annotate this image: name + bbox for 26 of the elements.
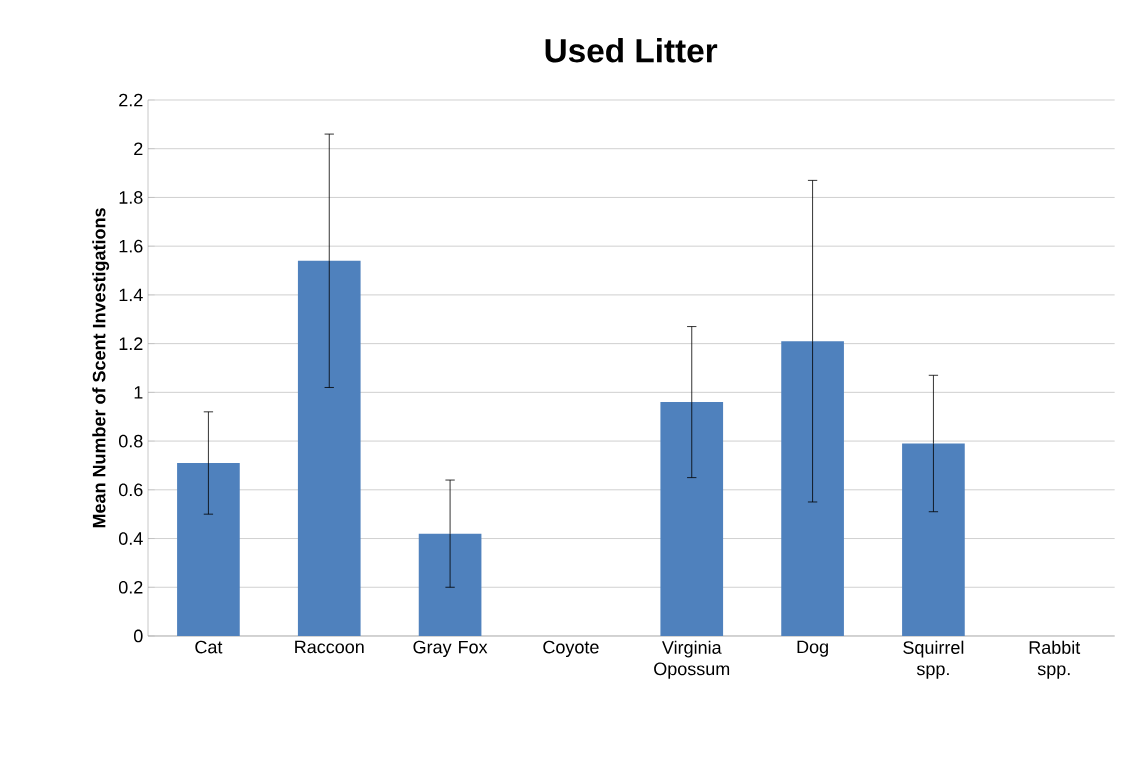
x-tick-label: Coyote — [543, 640, 599, 658]
x-tick-label: Gray Fox — [413, 640, 488, 658]
bar — [177, 463, 240, 636]
y-axis-title: Mean Number of Scent Investigations — [92, 208, 110, 528]
x-tick-label: Rabbit spp. — [1029, 640, 1081, 679]
x-tick-label: Virginia Opossum — [654, 640, 730, 679]
y-tick-label: 0 — [133, 629, 143, 643]
y-tick-label: 0.4 — [118, 532, 143, 545]
bar — [660, 402, 724, 636]
x-tick-label: Cat — [195, 640, 223, 654]
bar — [902, 443, 965, 636]
y-tick-label: 0.8 — [118, 434, 143, 448]
y-tick-label: 1 — [134, 386, 143, 399]
y-tick-label: 1.4 — [119, 288, 143, 302]
x-tick-label: Dog — [797, 640, 828, 657]
y-tick-label: 0.6 — [118, 483, 143, 497]
y-tick-label: 1.6 — [119, 239, 143, 253]
x-tick-label: Squirrel spp. — [903, 640, 964, 679]
y-tick-label: 1.8 — [119, 191, 143, 204]
y-tick-label: 0.2 — [118, 580, 143, 594]
x-tick-label: Raccoon — [295, 640, 364, 654]
bar — [297, 260, 361, 636]
y-tick-label: 2 — [134, 142, 143, 155]
chart-title: Used Litter — [545, 38, 718, 63]
y-tick-label: 2.2 — [119, 93, 143, 107]
y-tick-label: 1.2 — [119, 337, 143, 350]
